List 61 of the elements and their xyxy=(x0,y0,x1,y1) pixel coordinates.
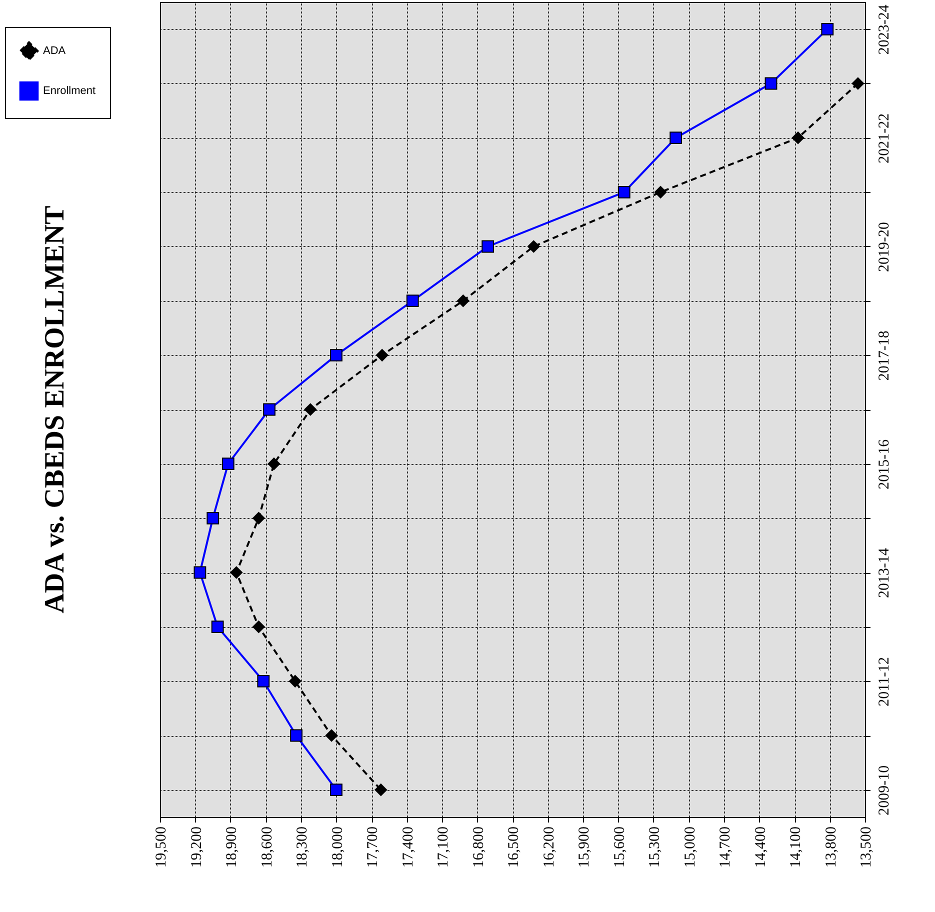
point xyxy=(290,729,302,742)
x-tick-label: 18,000 xyxy=(330,826,346,868)
y-tick-label: 2017-18 xyxy=(876,330,892,381)
x-tick-label: 18,300 xyxy=(294,826,310,868)
point xyxy=(330,784,342,796)
point xyxy=(252,620,265,634)
y-tick-label: 2011-12 xyxy=(876,656,892,706)
x-tick-label: 17,100 xyxy=(436,826,452,868)
point xyxy=(211,620,224,634)
x-tick-label: 16,500 xyxy=(506,826,522,868)
point xyxy=(482,240,494,253)
x-tick-label: 14,400 xyxy=(752,826,769,868)
point xyxy=(654,186,667,198)
point xyxy=(821,22,834,36)
point xyxy=(263,403,276,416)
x-tick-label: 16,200 xyxy=(541,826,558,868)
x-tick-label: 14,100 xyxy=(788,826,804,868)
point xyxy=(288,674,302,688)
legend-label: ADA xyxy=(43,45,66,57)
y-tick-label: 2013-14 xyxy=(876,548,892,598)
y-tick-label: 2015-16 xyxy=(876,438,892,490)
x-tick-label: 19,500 xyxy=(154,826,170,868)
legend-label: Enrollment xyxy=(43,85,96,97)
x-tick-label: 18,900 xyxy=(224,826,240,868)
point xyxy=(330,348,342,362)
x-tick-label: 15,900 xyxy=(576,826,592,868)
x-tick-label: 13,800 xyxy=(823,826,840,868)
x-tick-label: 18,600 xyxy=(259,826,276,868)
x-tick-label: 15,000 xyxy=(682,826,698,868)
y-tick-label: 2021-22 xyxy=(876,113,892,164)
point xyxy=(456,294,470,308)
point xyxy=(670,132,682,144)
point xyxy=(268,458,280,470)
y-tick-label: 2009-10 xyxy=(876,765,892,816)
point xyxy=(194,566,206,579)
point xyxy=(222,458,234,470)
point xyxy=(325,729,338,742)
x-tick-label: 16,800 xyxy=(470,826,487,868)
point xyxy=(527,240,540,253)
x-tick-label: 14,700 xyxy=(718,826,734,868)
point xyxy=(230,566,243,579)
point xyxy=(406,294,419,308)
y-tick-label: 2023-24 xyxy=(876,4,892,55)
x-tick-label: 13,500 xyxy=(858,826,874,868)
point xyxy=(376,348,388,362)
point xyxy=(304,403,317,416)
x-tick-label: 19,200 xyxy=(188,826,205,868)
x-tick-label: 15,600 xyxy=(612,826,628,868)
x-tick-label: 17,400 xyxy=(400,826,416,868)
point xyxy=(792,132,804,144)
point xyxy=(374,784,388,796)
point xyxy=(206,512,220,524)
point xyxy=(618,186,630,198)
point xyxy=(257,674,270,688)
point xyxy=(252,512,265,524)
point xyxy=(764,77,778,90)
y-tick-label: 2019-20 xyxy=(876,222,892,272)
x-tick-label: 15,300 xyxy=(647,826,663,868)
x-tick-label: 17,700 xyxy=(365,826,381,868)
text: ADA vs. CBEDS ENROLLMENT xyxy=(40,205,70,614)
point xyxy=(852,77,864,90)
